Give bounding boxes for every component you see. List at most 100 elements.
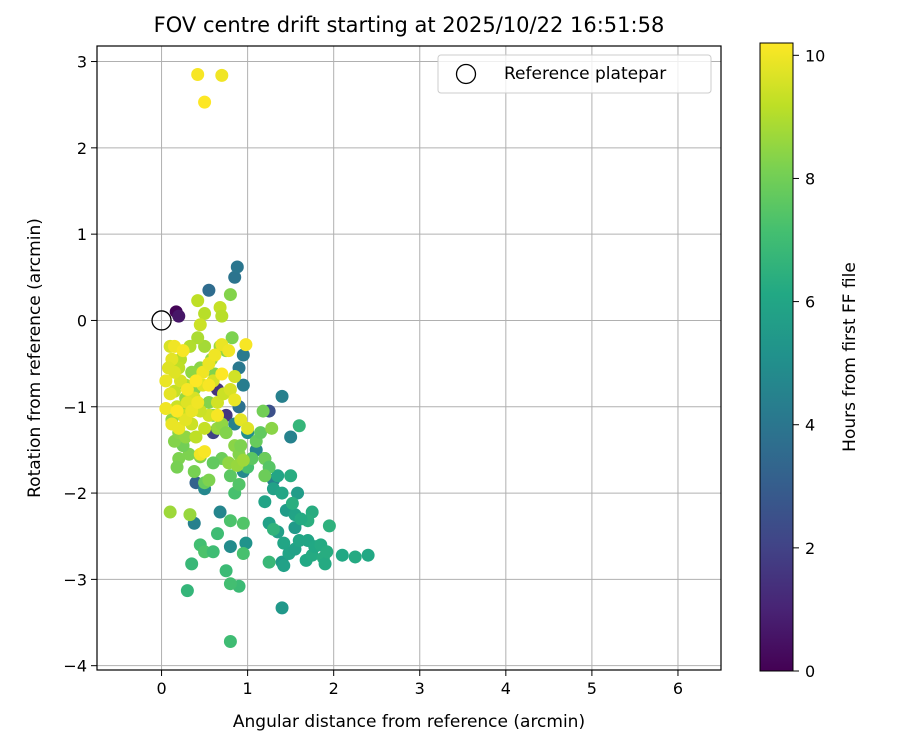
scatter-point bbox=[210, 527, 224, 541]
scatter-point bbox=[232, 477, 246, 491]
x-axis-ticks: 0 1 2 3 4 5 6 bbox=[156, 670, 683, 698]
x-tick-label: 0 bbox=[156, 679, 166, 698]
scatter-point bbox=[275, 389, 289, 403]
x-tick-label: 4 bbox=[501, 679, 511, 698]
y-tick-label: 3 bbox=[77, 53, 87, 72]
scatter-point bbox=[161, 361, 175, 375]
legend: Reference platepar bbox=[437, 54, 712, 94]
legend-box bbox=[437, 54, 712, 94]
scatter-point bbox=[223, 383, 237, 397]
scatter-point bbox=[210, 408, 224, 422]
scatter-point bbox=[228, 270, 242, 284]
y-axis-label: Rotation from reference (arcmin) bbox=[25, 218, 45, 498]
scatter-point bbox=[176, 344, 190, 358]
scatter-point bbox=[202, 283, 216, 297]
scatter-point bbox=[277, 536, 291, 550]
grid-lines bbox=[97, 46, 721, 670]
colorbar-tick-label: 10 bbox=[805, 46, 825, 65]
scatter-point bbox=[291, 486, 305, 500]
scatter-point bbox=[183, 508, 197, 522]
scatter-point bbox=[275, 601, 289, 615]
scatter-point bbox=[170, 404, 184, 418]
scatter-point bbox=[236, 546, 250, 560]
scatter-point bbox=[225, 331, 239, 345]
scatter-point bbox=[189, 374, 203, 388]
scatter-point bbox=[191, 67, 205, 81]
scatter-point bbox=[172, 309, 186, 323]
scatter-point bbox=[361, 548, 375, 562]
scatter-point bbox=[294, 512, 308, 526]
scatter-point bbox=[215, 367, 229, 381]
scatter-point bbox=[222, 344, 236, 358]
scatter-point bbox=[215, 309, 229, 323]
scatter-point bbox=[206, 456, 220, 470]
scatter-point bbox=[258, 469, 272, 483]
scatter-point bbox=[262, 555, 276, 569]
scatter-point bbox=[241, 421, 255, 435]
scatter-point bbox=[180, 383, 194, 397]
colorbar-label: Hours from first FF file bbox=[840, 262, 860, 452]
scatter-point bbox=[189, 430, 203, 444]
x-tick-label: 6 bbox=[673, 679, 683, 698]
scatter-point bbox=[228, 370, 242, 384]
scatter-point bbox=[236, 453, 250, 467]
scatter-point bbox=[159, 374, 173, 388]
x-tick-label: 5 bbox=[587, 679, 597, 698]
plot-frame bbox=[96, 45, 722, 671]
x-axis-label: Angular distance from reference (arcmin) bbox=[233, 712, 585, 732]
scatter-point bbox=[191, 294, 205, 308]
colorbar-tick-label: 4 bbox=[805, 416, 815, 435]
scatter-point bbox=[208, 348, 222, 362]
scatter-point bbox=[223, 288, 237, 302]
scatter-point bbox=[223, 577, 237, 591]
scatter-point bbox=[318, 557, 332, 571]
y-tick-label: −1 bbox=[63, 398, 87, 417]
scatter-points bbox=[151, 67, 375, 649]
scatter-point bbox=[348, 550, 362, 564]
scatter-point bbox=[185, 557, 199, 571]
scatter-point bbox=[284, 430, 298, 444]
scatter-point bbox=[215, 68, 229, 82]
scatter-point bbox=[256, 404, 270, 418]
y-tick-label: 0 bbox=[77, 311, 87, 330]
scatter-point bbox=[265, 421, 279, 435]
scatter-point bbox=[292, 419, 306, 433]
scatter-point bbox=[223, 635, 237, 649]
scatter-point bbox=[285, 496, 299, 510]
scatter-point bbox=[277, 559, 291, 573]
colorbar-ticks: 0 2 4 6 8 10 bbox=[793, 46, 825, 681]
scatter-point bbox=[230, 260, 244, 274]
colorbar-tick-label: 2 bbox=[805, 539, 815, 558]
scatter-point bbox=[236, 516, 250, 530]
scatter-point bbox=[284, 469, 298, 483]
scatter-point bbox=[320, 545, 334, 559]
scatter-point bbox=[239, 338, 253, 352]
scatter-point bbox=[159, 401, 173, 415]
chart-title: FOV centre drift starting at 2025/10/22 … bbox=[154, 13, 665, 37]
scatter-point bbox=[163, 505, 177, 519]
scatter-point bbox=[213, 505, 227, 519]
scatter-point bbox=[234, 439, 248, 453]
y-tick-label: 1 bbox=[77, 225, 87, 244]
scatter-point bbox=[198, 307, 212, 321]
scatter-point bbox=[198, 421, 212, 435]
scatter-point bbox=[236, 378, 250, 392]
colorbar: 0 2 4 6 8 10 Hours from first FF file bbox=[759, 42, 860, 681]
scatter-point bbox=[236, 348, 250, 362]
scatter-point bbox=[198, 95, 212, 109]
x-tick-label: 1 bbox=[243, 679, 253, 698]
scatter-point bbox=[335, 548, 349, 562]
scatter-point bbox=[170, 460, 184, 474]
y-tick-label: 2 bbox=[77, 139, 87, 158]
scatter-point bbox=[271, 469, 285, 483]
scatter-point bbox=[191, 395, 205, 409]
scatter-point bbox=[187, 464, 201, 478]
scatter-point bbox=[219, 564, 233, 578]
scatter-point bbox=[219, 426, 233, 440]
y-tick-label: −4 bbox=[63, 657, 87, 676]
scatter-point bbox=[322, 519, 336, 533]
scatter-point bbox=[275, 486, 289, 500]
x-tick-label: 2 bbox=[329, 679, 339, 698]
x-tick-label: 3 bbox=[415, 679, 425, 698]
